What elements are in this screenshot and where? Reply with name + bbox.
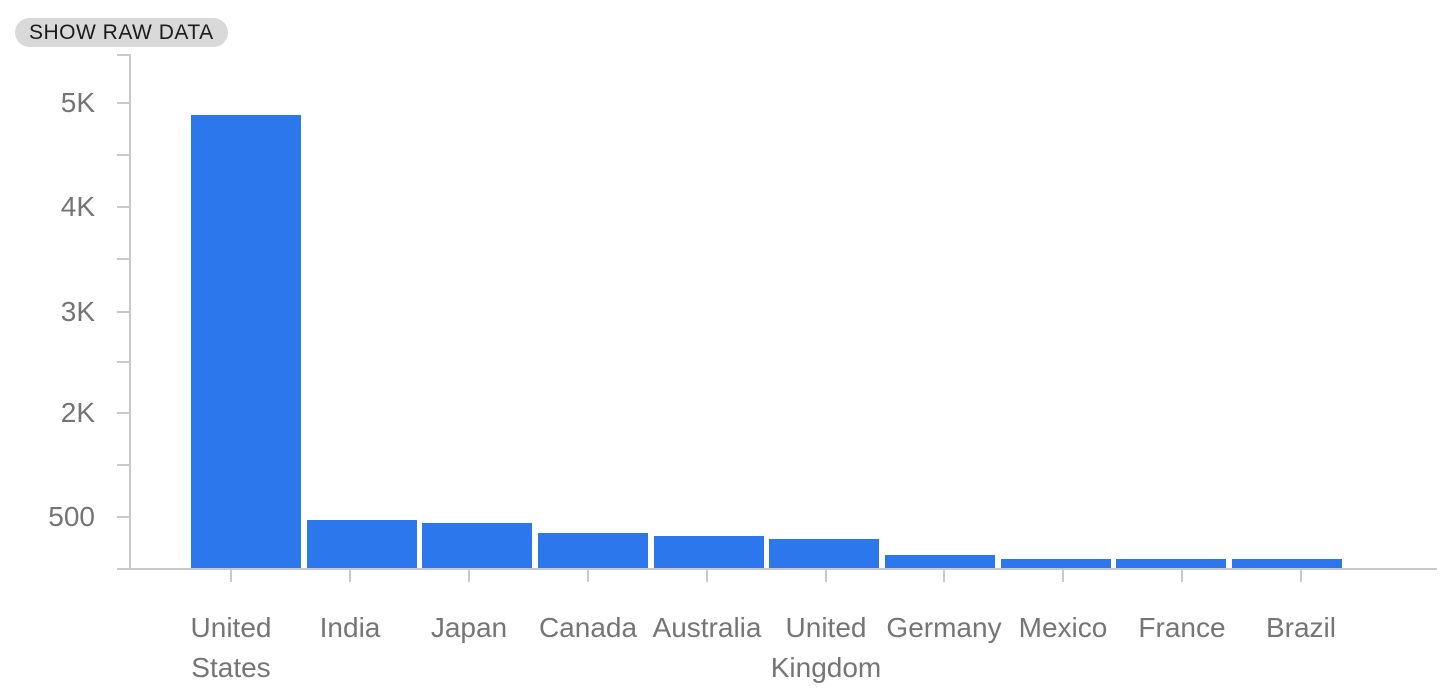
bar-mexico[interactable] bbox=[1001, 559, 1111, 568]
x-axis-baseline bbox=[117, 568, 1437, 570]
bar-united-kingdom[interactable] bbox=[769, 539, 879, 568]
x-axis-label: Germany bbox=[886, 612, 1002, 643]
x-axis-tick bbox=[349, 570, 351, 582]
y-axis-tick-label: 4K bbox=[60, 191, 95, 222]
y-axis-tick-label: 5K bbox=[60, 87, 95, 119]
y-axis-minor-tick bbox=[117, 463, 131, 466]
bar-india[interactable] bbox=[307, 520, 417, 568]
y-axis-major-tick bbox=[117, 102, 131, 105]
x-axis-label: Japan bbox=[430, 612, 508, 643]
bar-united-states[interactable] bbox=[191, 115, 301, 568]
y-axis-minor-tick bbox=[117, 54, 131, 56]
bar-canada[interactable] bbox=[538, 533, 648, 568]
y-axis-tick-label: 500 bbox=[48, 501, 95, 532]
x-axis-label: France bbox=[1138, 612, 1226, 643]
y-axis-major-tick bbox=[117, 206, 131, 208]
x-axis-tick bbox=[1181, 570, 1183, 582]
y-axis-major-tick bbox=[117, 311, 131, 313]
bar-australia[interactable] bbox=[654, 536, 764, 568]
bar-france[interactable] bbox=[1116, 559, 1226, 568]
x-axis-label: United Kingdom bbox=[770, 612, 882, 683]
x-axis-tick bbox=[943, 570, 945, 582]
x-axis-label: India bbox=[319, 612, 381, 643]
x-axis-tick bbox=[1300, 570, 1302, 582]
y-axis-minor-tick bbox=[117, 153, 131, 156]
x-axis-tick bbox=[825, 570, 827, 582]
y-axis-major-tick bbox=[117, 516, 131, 518]
y-axis-minor-tick bbox=[117, 258, 131, 261]
bar-germany[interactable] bbox=[885, 555, 995, 568]
y-axis-tick-label: 3K bbox=[60, 296, 95, 327]
x-axis-label: Brazil bbox=[1265, 612, 1336, 643]
bar-japan[interactable] bbox=[422, 523, 532, 568]
x-axis-tick bbox=[1062, 570, 1064, 582]
bar-brazil[interactable] bbox=[1232, 559, 1342, 568]
show-raw-data-button[interactable]: SHOW RAW DATA bbox=[15, 18, 228, 47]
x-axis-tick bbox=[230, 570, 232, 582]
y-axis-minor-tick bbox=[117, 361, 131, 364]
y-axis-major-tick bbox=[117, 412, 131, 415]
x-axis-tick bbox=[468, 570, 470, 582]
x-axis-tick bbox=[706, 570, 708, 582]
x-axis-label: Mexico bbox=[1018, 612, 1108, 643]
x-axis-label: United States bbox=[190, 612, 272, 683]
x-axis-tick bbox=[587, 570, 589, 582]
y-axis-tick-label: 2K bbox=[60, 397, 95, 429]
x-axis-label: Canada bbox=[538, 612, 638, 643]
x-axis-label: Australia bbox=[652, 612, 762, 643]
